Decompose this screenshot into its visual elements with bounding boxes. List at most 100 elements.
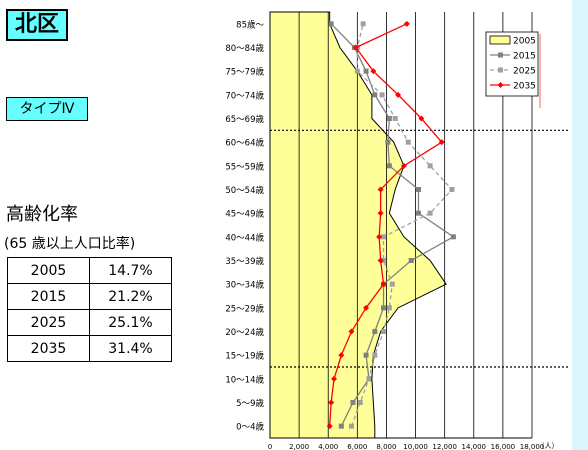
x-unit-label: （人） (538, 442, 559, 450)
data-point-2035 (352, 44, 359, 51)
legend-label-2005: 2005 (513, 37, 536, 47)
y-tick-label: 0～4歳 (236, 422, 264, 433)
y-tick-label: 80～84歳 (225, 43, 264, 54)
y-tick-label: 35～39歳 (225, 256, 264, 267)
data-point-2015 (386, 163, 392, 169)
population-chart: 0～4歳 5～9歳 10～14歳 15～19歳 20～24歳 25～29歳 30～34歳 35… (225, 11, 570, 450)
table-row: 2025 25.1% (7, 309, 172, 336)
legend-label-2015: 2015 (513, 52, 536, 62)
rate-year: 2025 (7, 309, 90, 336)
x-tick-label: 4,000 (318, 443, 338, 450)
data-point-2035 (331, 375, 338, 382)
table-row: 2015 21.2% (7, 283, 172, 310)
data-point-2035 (400, 162, 407, 169)
legend-label-2025: 2025 (513, 67, 536, 77)
data-point-2035 (376, 233, 383, 240)
data-point-2035 (328, 399, 335, 406)
data-point-2025 (357, 400, 363, 405)
data-point-2025 (389, 281, 395, 287)
y-tick-label: 60～64歳 (225, 138, 264, 149)
data-point-2015 (415, 210, 421, 216)
legend-label-2035: 2035 (513, 82, 536, 92)
data-point-2035 (380, 281, 387, 288)
data-point-2025 (386, 305, 392, 311)
data-point-2025 (354, 68, 360, 74)
y-tick-label: 65～69歳 (225, 114, 264, 125)
data-point-2025 (405, 139, 411, 145)
data-point-2035 (338, 352, 345, 359)
data-point-2015 (372, 329, 378, 334)
y-tick-label: 75～79歳 (225, 67, 264, 78)
series-line-2035 (329, 23, 443, 427)
data-point-2015 (372, 92, 378, 98)
data-point-2035 (418, 115, 425, 122)
area-2005 (269, 11, 447, 439)
data-point-2025 (381, 329, 387, 334)
x-tick-label: 18,000 (520, 443, 545, 450)
data-point-2015 (350, 400, 356, 405)
data-point-2035 (370, 68, 377, 75)
data-point-2015 (408, 258, 414, 263)
y-tick-label: 30～34歳 (225, 280, 264, 291)
data-point-2025 (381, 234, 387, 240)
data-point-2035 (326, 423, 333, 430)
data-point-2025 (349, 423, 355, 429)
type-label: タイプⅣ (6, 97, 88, 121)
data-point-2015 (363, 68, 369, 74)
x-tick-label: 0 (268, 443, 272, 450)
data-point-2035 (395, 91, 402, 98)
aging-rate-subtitle: (65 歳以上人口比率) (4, 236, 136, 252)
data-point-2015 (415, 187, 421, 192)
x-tick-label: 16,000 (491, 443, 516, 450)
side-strip (572, 0, 588, 450)
data-point-2015 (385, 139, 391, 145)
rate-year: 2035 (7, 335, 90, 362)
data-point-2035 (377, 186, 384, 193)
data-point-2025 (360, 21, 366, 27)
y-tick-label: 5～9歳 (236, 398, 264, 409)
data-point-2025 (427, 210, 433, 216)
data-point-2015 (338, 423, 344, 429)
x-tick-label: 2,000 (289, 443, 309, 450)
x-tick-label: 6,000 (347, 443, 367, 450)
table-row: 2035 31.4% (7, 335, 172, 362)
legend-marker-2035 (497, 82, 504, 88)
data-point-2025 (366, 376, 372, 382)
series-line-2025 (350, 23, 453, 427)
y-tick-label: 40～44歳 (225, 232, 264, 243)
y-tick-label: 55～59歳 (225, 161, 264, 172)
data-point-2015 (328, 21, 334, 27)
data-point-2035 (403, 20, 410, 27)
data-point-2015 (381, 305, 387, 311)
legend-marker-2015 (498, 52, 503, 58)
district-name: 北区 (6, 9, 68, 41)
data-point-2015 (450, 234, 456, 240)
y-tick-label: 15～19歳 (225, 351, 264, 362)
data-point-2035 (377, 210, 384, 217)
data-point-2035 (363, 304, 370, 311)
data-point-2015 (386, 116, 392, 121)
data-point-2035 (438, 139, 445, 146)
y-tick-label: 70～74歳 (225, 90, 264, 101)
data-point-2025 (372, 352, 378, 358)
y-tick-label: 20～24歳 (225, 327, 264, 338)
data-point-2025 (392, 116, 398, 121)
series-line-2015 (330, 23, 455, 427)
rate-value: 31.4% (89, 335, 172, 362)
data-point-2035 (348, 328, 355, 335)
legend-swatch-2005 (489, 35, 511, 45)
aging-rate-title: 高齢化率 (6, 204, 78, 225)
data-point-2035 (377, 257, 384, 264)
rate-value: 21.2% (89, 283, 172, 310)
x-tick-label: 8,000 (376, 443, 396, 450)
x-tick-label: 10,000 (403, 443, 428, 450)
legend-marker-2025 (498, 67, 503, 73)
data-point-2015 (363, 352, 369, 358)
data-point-2025 (427, 163, 433, 169)
y-tick-label: 25～29歳 (225, 303, 264, 314)
y-tick-label: 45～49歳 (225, 209, 264, 220)
data-point-2025 (449, 187, 455, 192)
x-tick-label: 14,000 (462, 443, 487, 450)
y-tick-label: 85歳～ (236, 19, 264, 30)
y-tick-label: 10～14歳 (225, 374, 264, 385)
